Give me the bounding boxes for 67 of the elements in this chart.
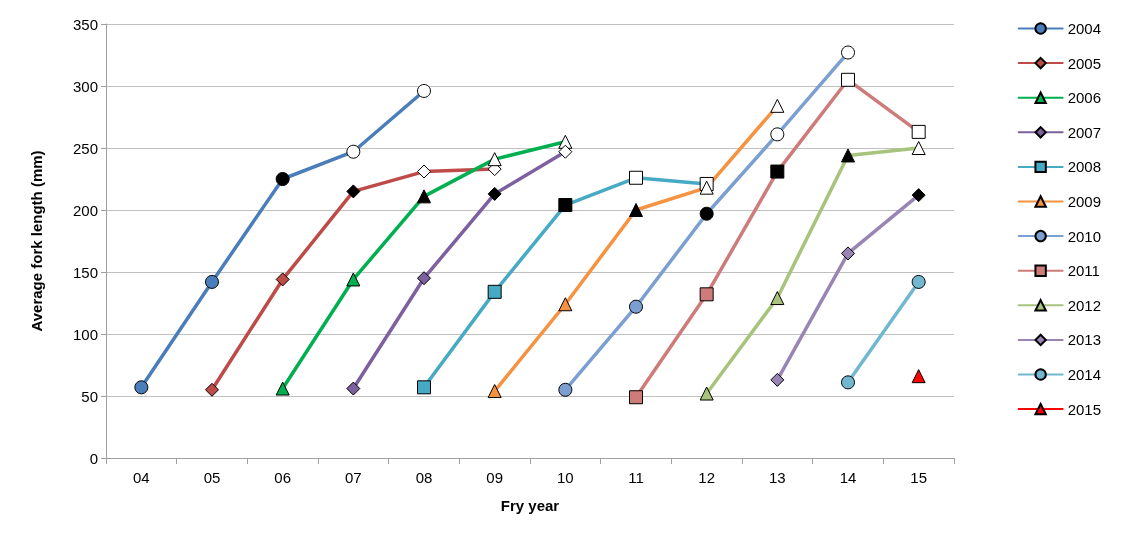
point xyxy=(487,186,502,201)
y-tick-label: 300 xyxy=(72,77,98,95)
legend-label: 2015 xyxy=(1067,400,1102,418)
x-tick-label: 13 xyxy=(768,469,786,486)
x-tick-label: 06 xyxy=(274,469,292,486)
point xyxy=(841,246,855,261)
y-axis-title: Average fork length (mm) xyxy=(28,150,45,332)
point xyxy=(205,382,219,397)
legend-label: 2013 xyxy=(1067,331,1102,349)
point xyxy=(487,384,502,399)
point xyxy=(911,369,926,384)
x-tick-label: 05 xyxy=(203,469,221,486)
x-tick-label: 15 xyxy=(910,469,928,486)
legend-label: 2005 xyxy=(1067,54,1102,72)
point xyxy=(911,274,926,289)
point xyxy=(275,381,290,396)
point xyxy=(558,382,573,397)
x-tick-label: 07 xyxy=(344,469,362,486)
x-tick-label: 04 xyxy=(132,469,150,486)
point xyxy=(770,372,785,387)
point xyxy=(841,375,855,390)
point xyxy=(699,287,714,302)
point xyxy=(417,189,431,204)
x-tick-label: 09 xyxy=(486,469,504,486)
legend-label: 2012 xyxy=(1067,296,1102,314)
point xyxy=(346,381,361,396)
point xyxy=(699,206,714,221)
legend-label: 2014 xyxy=(1067,366,1102,383)
legend-label: 2006 xyxy=(1067,89,1102,107)
point xyxy=(558,198,573,213)
point xyxy=(275,272,290,287)
x-tick-label: 14 xyxy=(839,469,857,486)
x-axis-title: Fry year xyxy=(500,497,560,514)
point xyxy=(205,274,219,289)
point xyxy=(346,184,361,199)
x-tick-label: 08 xyxy=(415,469,433,486)
point xyxy=(417,380,431,395)
point xyxy=(699,386,714,401)
y-tick-label: 250 xyxy=(72,139,98,157)
point xyxy=(629,299,643,314)
legend-label: 2009 xyxy=(1067,193,1102,210)
point xyxy=(770,164,785,179)
y-tick-label: 150 xyxy=(72,263,98,281)
point xyxy=(629,203,643,217)
legend-label: 2007 xyxy=(1067,123,1102,141)
x-tick-label: 11 xyxy=(628,469,644,486)
y-tick-label: 50 xyxy=(81,387,98,405)
point xyxy=(275,172,290,186)
legend-label: 2011 xyxy=(1067,262,1100,280)
legend-label: 2004 xyxy=(1067,20,1102,37)
y-tick-label: 200 xyxy=(72,201,98,219)
point xyxy=(629,390,643,405)
legend-label: 2010 xyxy=(1067,227,1102,245)
legend-label: 2008 xyxy=(1067,158,1102,176)
point xyxy=(346,272,361,287)
y-tick-label: 0 xyxy=(89,449,98,467)
point xyxy=(487,284,502,299)
point xyxy=(911,188,926,203)
point xyxy=(134,380,149,395)
point xyxy=(841,148,855,163)
y-tick-label: 350 xyxy=(72,15,98,33)
point xyxy=(417,271,431,286)
point xyxy=(770,291,785,306)
x-tick-label: 12 xyxy=(698,469,716,486)
x-tick-label: 10 xyxy=(556,469,574,486)
y-tick-label: 100 xyxy=(72,325,98,343)
point xyxy=(558,297,573,312)
